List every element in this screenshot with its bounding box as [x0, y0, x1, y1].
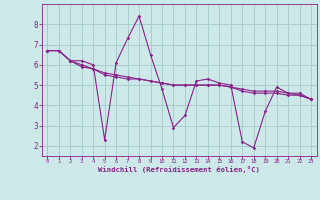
- X-axis label: Windchill (Refroidissement éolien,°C): Windchill (Refroidissement éolien,°C): [98, 166, 260, 173]
